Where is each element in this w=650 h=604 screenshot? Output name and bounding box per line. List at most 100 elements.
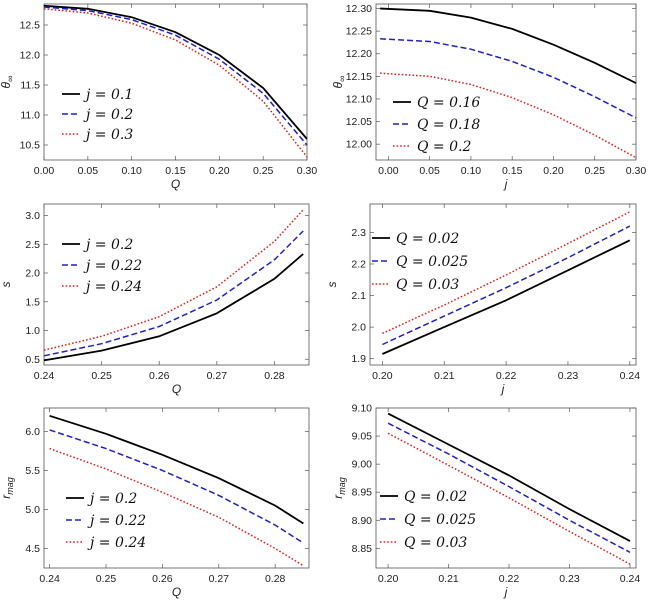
x-tick-label: 0.05	[419, 165, 440, 177]
x-tick-label: 0.20	[209, 165, 230, 177]
y-tick-label: 8.85	[352, 543, 373, 555]
legend-entry: Q = 0.025	[404, 512, 476, 528]
series-line-3	[43, 8, 308, 158]
chart-panel-4: 0.20 0.21 0.22 0.23 0.24 1.9 2.0 2.1 2.2 2.3 j s Q =…	[325, 203, 640, 396]
y-axis-label: s	[325, 282, 339, 288]
y-tick-label: 2.2	[351, 258, 366, 270]
y-tick-label: 2.0	[25, 268, 40, 280]
y-tick-label: 10.5	[20, 140, 41, 152]
y-tick-label: 2.0	[351, 322, 366, 334]
x-tick-label: 0.22	[499, 573, 520, 585]
x-tick-label: 0.25	[96, 573, 117, 585]
x-tick-label: 0.24	[620, 573, 641, 585]
y-tick-label: 8.95	[352, 487, 373, 499]
series-line-2	[380, 38, 637, 119]
legend-entry: j = 0.2	[83, 237, 133, 253]
chart-panel-3: 0.24 0.25 0.26 0.27 0.28 0.5 1.0 1.5 2.0 2.5 3.0 Qs…	[0, 203, 310, 396]
x-axis-label: j	[503, 585, 508, 599]
legend-entry: Q = 0.02	[404, 489, 467, 505]
plot-frame	[375, 407, 637, 569]
legend-entry: j = 0.24	[83, 279, 142, 295]
y-tick-label: 5.5	[25, 465, 40, 477]
x-tick-label: 0.23	[559, 573, 580, 585]
y-tick-label: 2.3	[351, 227, 366, 239]
y-tick-label: 11.0	[20, 110, 40, 122]
y-tick-label: 12.5	[20, 20, 41, 32]
series-line-3	[387, 432, 631, 565]
x-tick-label: 0.25	[253, 165, 274, 177]
y-tick-label: 8.90	[352, 515, 373, 527]
y-tick-label: 1.0	[25, 325, 40, 337]
x-tick-label: 0.27	[207, 370, 228, 382]
y-axis-label: rmag	[331, 477, 347, 499]
plot-frame	[43, 407, 310, 569]
y-tick-label: 12.0	[20, 50, 41, 62]
y-tick-label: 5.0	[25, 504, 40, 516]
x-tick-label: 0.20	[372, 370, 393, 382]
legend-entry: Q = 0.03	[404, 535, 467, 551]
x-tick-label: 0.25	[585, 165, 606, 177]
x-tick-label: 0.26	[152, 573, 173, 585]
y-tick-label: 3.0	[25, 210, 40, 222]
y-tick-label: 12.30	[346, 3, 372, 15]
y-tick-label: 11.5	[20, 80, 40, 92]
x-tick-label: 0.10	[461, 165, 482, 177]
y-tick-label: 12.15	[346, 71, 372, 83]
series-line-3	[49, 447, 304, 567]
y-tick-label: 1.9	[351, 353, 366, 365]
legend-entry: j = 0.2	[87, 491, 137, 507]
plot-frame	[369, 203, 637, 366]
series-line-1	[43, 4, 308, 140]
x-tick-label: 0.00	[34, 165, 55, 177]
plot-frame	[43, 203, 310, 366]
x-tick-label: 0.23	[558, 370, 579, 382]
series-line-1	[382, 239, 631, 355]
x-tick-label: 0.30	[297, 165, 318, 177]
y-tick-label: 12.10	[346, 93, 372, 105]
series-line-1	[380, 7, 637, 84]
legend-entry: Q = 0.2	[417, 139, 471, 155]
y-tick-label: 2.5	[25, 239, 40, 251]
y-tick-label: 12.05	[346, 116, 372, 128]
y-tick-label: 9.05	[352, 431, 373, 443]
legend-entry: j = 0.24	[87, 535, 146, 551]
x-tick-label: 0.15	[502, 165, 523, 177]
chart-panel-2: 0.00 0.05 0.10 0.15 0.20 0.25 0.30 12.00 12.05 12…	[331, 3, 646, 191]
x-axis-label: Q	[172, 585, 181, 599]
x-tick-label: 0.25	[91, 370, 112, 382]
y-tick-label: 4.5	[25, 543, 40, 555]
y-tick-label: 9.00	[352, 459, 373, 471]
chart-panel-1: 0.00 0.05 0.10 0.15 0.20 0.25 0.30 10.5 11.0 11.5…	[0, 3, 318, 191]
legend-entry: Q = 0.18	[417, 117, 480, 133]
series-line-1	[43, 253, 304, 362]
x-tick-label: 0.24	[34, 370, 55, 382]
x-axis-label: Q	[172, 382, 181, 396]
x-tick-label: 0.05	[78, 165, 99, 177]
x-tick-label: 0.24	[39, 573, 60, 585]
x-tick-label: 0.26	[149, 370, 170, 382]
legend-entry: j = 0.22	[83, 258, 142, 274]
x-tick-label: 0.27	[209, 573, 230, 585]
series-line-1	[49, 414, 304, 525]
series-line-2	[43, 230, 304, 357]
x-tick-label: 0.28	[264, 370, 285, 382]
series-line-2	[43, 6, 308, 146]
y-tick-label: 9.10	[352, 403, 373, 415]
y-axis-label: s	[0, 282, 13, 288]
y-tick-label: 2.1	[351, 290, 366, 302]
y-axis-label: θ∞	[331, 76, 347, 89]
series-line-3	[43, 209, 304, 351]
y-tick-label: 12.25	[346, 26, 372, 38]
series-line-1	[387, 412, 631, 542]
x-axis-label: j	[503, 177, 508, 191]
x-tick-label: 0.00	[378, 165, 399, 177]
x-tick-label: 0.28	[265, 573, 286, 585]
plot-frame	[43, 3, 308, 161]
x-tick-label: 0.21	[438, 573, 459, 585]
series-line-2	[49, 429, 304, 544]
plot-frame	[375, 3, 637, 161]
series-line-2	[382, 225, 631, 346]
legend-entry: j = 0.22	[87, 513, 146, 529]
